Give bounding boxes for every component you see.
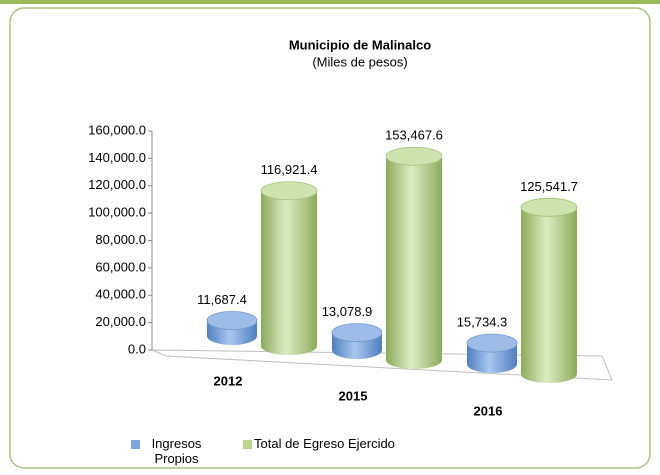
y-tick-label: 120,000.0 [88,177,146,192]
y-tick-label: 20,000.0 [95,314,146,329]
cylinder-top [385,146,443,166]
cylinder-top [466,333,518,353]
y-tick-label: 100,000.0 [88,205,146,220]
legend-item: Ingresos Propios [131,436,211,466]
top-band [0,0,660,4]
x-tick-label: 2015 [339,388,368,403]
value-label: 13,078.9 [322,304,373,319]
y-tick-label: 80,000.0 [95,232,146,247]
y-tick-label: 0.0 [128,341,146,356]
cylinder-body [386,156,442,360]
y-tick-label: 140,000.0 [88,150,146,165]
value-label: 15,734.3 [457,315,508,330]
floor [151,349,613,381]
value-label: 11,687.4 [197,292,247,307]
x-tick-label: 2012 [214,373,243,388]
y-tick-label: 160,000.0 [88,122,146,137]
legend-label: Total de Egreso Ejercido [254,436,395,451]
y-tick-label: 40,000.0 [95,287,146,302]
cylinder-top [331,323,383,343]
value-label: 153,467.6 [385,128,443,143]
value-label: 116,921.4 [261,162,318,177]
chart-subtitle: (Miles de pesos) [312,54,407,69]
x-tick-label: 2016 [474,403,503,418]
legend-swatch [243,440,252,449]
cylinder-body [521,207,577,374]
legend-swatch [131,440,140,449]
y-tick-label: 60,000.0 [95,259,146,274]
cylinder-top [260,181,318,201]
cylinder-top [206,311,258,330]
legend-item: Total de Egreso Ejercido [243,436,473,451]
chart-title: Municipio de Malinalco [289,37,431,52]
cylinder-top [520,197,578,217]
legend-label: Ingresos Propios [151,436,202,466]
value-label: 125,541.7 [520,179,578,194]
cylinder-body [261,190,317,346]
